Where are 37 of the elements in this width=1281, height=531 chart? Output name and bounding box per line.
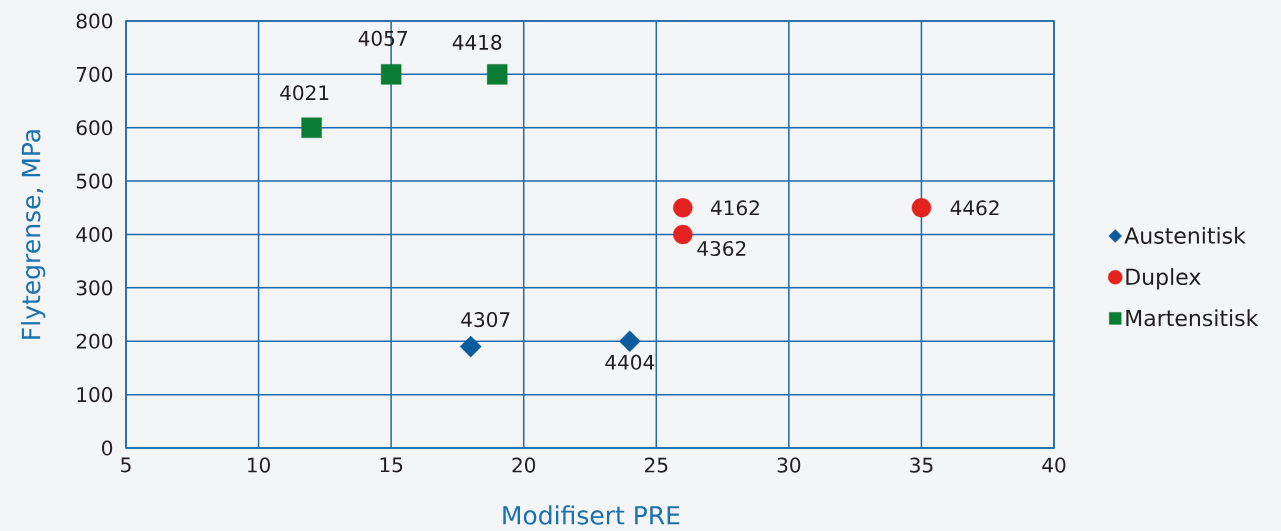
annotation: 4307 — [461, 312, 510, 328]
y-tick-label: 200 — [76, 333, 113, 349]
point — [673, 224, 693, 245]
point — [459, 335, 482, 358]
annotation: 4362 — [697, 240, 746, 257]
annotation: 4021 — [280, 85, 329, 101]
annotation: 4162 — [710, 200, 759, 216]
x-tick-label: 10 — [248, 457, 270, 473]
x-tick-label: 40 — [1042, 457, 1066, 473]
annotation: 4404 — [605, 354, 655, 370]
point — [618, 330, 641, 353]
y-tick-label: 300 — [76, 280, 113, 296]
y-axis-title: Flytegrense, MPa — [21, 130, 46, 339]
legend-label: Duplex — [1126, 268, 1201, 290]
y-tick-label: 100 — [77, 387, 113, 403]
y-tick-label: 400 — [76, 226, 113, 243]
y-tick-label: 600 — [76, 120, 113, 136]
y-tick-label: 0 — [102, 440, 113, 456]
x-tick-label: 20 — [512, 457, 536, 473]
point — [673, 198, 693, 218]
annotation: 4462 — [950, 200, 999, 216]
x-tick-label: 5 — [121, 457, 131, 473]
x-tick-label: 25 — [645, 457, 668, 473]
y-tick-label: 800 — [76, 13, 113, 29]
annotation: 4418 — [452, 34, 502, 50]
legend-label: Martensitisk — [1126, 309, 1259, 327]
x-axis-title: Modifisert PRE — [503, 505, 680, 525]
x-tick-label: 15 — [380, 457, 403, 473]
y-tick-label: 500 — [76, 173, 113, 189]
x-tick-label: 35 — [910, 457, 933, 473]
point — [911, 198, 932, 218]
point — [487, 64, 508, 85]
legend-label: Austenitisk — [1124, 226, 1246, 244]
x-tick-label: 30 — [777, 457, 801, 473]
point — [380, 64, 402, 85]
y-tick-label: 700 — [76, 66, 113, 82]
point — [301, 117, 322, 138]
